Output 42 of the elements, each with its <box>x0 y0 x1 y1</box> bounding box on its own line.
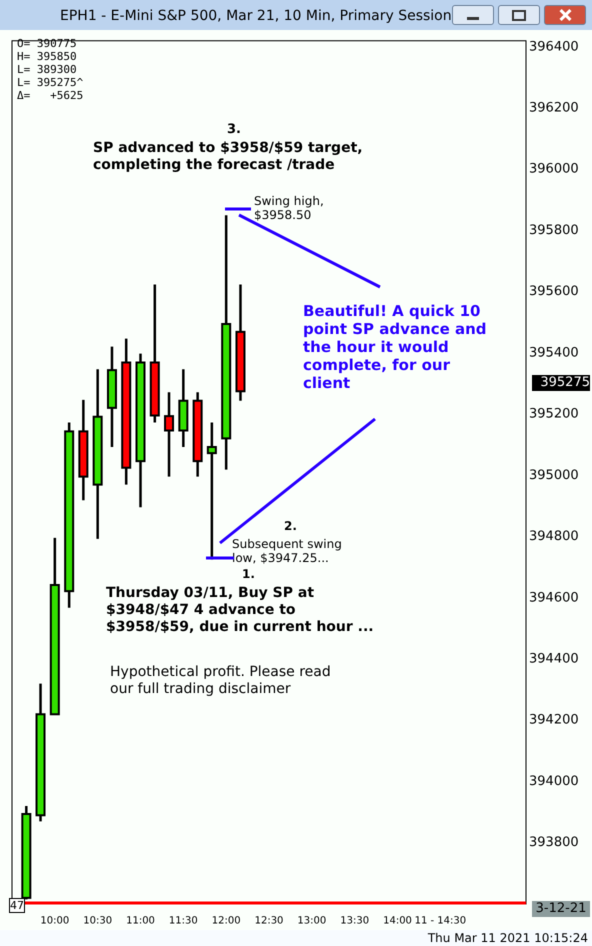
x-tick-label: 11:30 <box>168 916 198 927</box>
y-tick-label: 395400 <box>529 345 579 360</box>
y-tick-label: 394600 <box>529 590 579 606</box>
annotation: 1. <box>242 567 255 582</box>
y-tick-label: 396400 <box>529 39 579 54</box>
text: 3-12-21 <box>532 901 590 917</box>
annotation: Beautiful! A quick 10 point SP advance and the hour it would complete, for our client <box>303 302 488 392</box>
y-tick-label: 396200 <box>529 100 579 116</box>
x-tick-label: 10:00 <box>40 916 70 927</box>
annotation: 3. <box>227 122 241 138</box>
annotation: Hypothetical profit. Please read our full trading disclaimer <box>110 664 332 698</box>
annotation: L= 395275^ <box>17 76 84 90</box>
y-tick-label: 395600 <box>529 284 579 300</box>
y-tick-label: 394200 <box>529 712 579 728</box>
x-tick-label: 13:30 <box>340 916 370 927</box>
x-tick-label: 14:00 <box>383 916 412 927</box>
annotation: O= 390775 <box>17 37 77 50</box>
x-tick-label: 12:30 <box>254 916 284 927</box>
y-tick-label: 394000 <box>529 774 579 789</box>
annotation: 47 <box>9 898 25 914</box>
annotation: L= 389300 <box>17 63 77 76</box>
y-tick-label: 393800 <box>529 835 579 850</box>
annotation: SP advanced to $3958/$59 target, completing the forecast /trade <box>93 140 364 174</box>
x-tick-label: 11:00 <box>126 916 155 927</box>
y-tick-label: 395800 <box>529 222 579 238</box>
annotation: Swing high, $3958.50 <box>254 194 325 223</box>
annotation: Δ= +5625 <box>17 89 84 102</box>
chart-title: EPH1 - E-Mini S&P 500, Mar 21, 10 Min, Primary Session <box>60 8 452 24</box>
annotation: 2. <box>284 519 297 534</box>
x-tick-label: 12:00 <box>212 916 241 927</box>
x-tick-label: 13:00 <box>297 916 326 927</box>
x-tick-label: 10:30 <box>83 916 112 927</box>
text: Thu Mar 11 2021 10:15:24 <box>428 931 588 946</box>
y-tick-label: 396000 <box>529 162 579 177</box>
y-tick-label: 395200 <box>529 406 579 422</box>
annotation: H= 395850 <box>17 50 77 64</box>
y-tick-label: 394800 <box>529 529 579 544</box>
annotation: Thursday 03/11, Buy SP at $3948/$47 4 advance to $3958/$59, due in current hour ... <box>106 585 375 636</box>
x-tick-label: 11 - 14:30 <box>414 916 466 927</box>
y-tick-label: 394400 <box>529 651 579 666</box>
text: 395275 <box>532 375 590 391</box>
y-tick-label: 395000 <box>529 468 579 483</box>
